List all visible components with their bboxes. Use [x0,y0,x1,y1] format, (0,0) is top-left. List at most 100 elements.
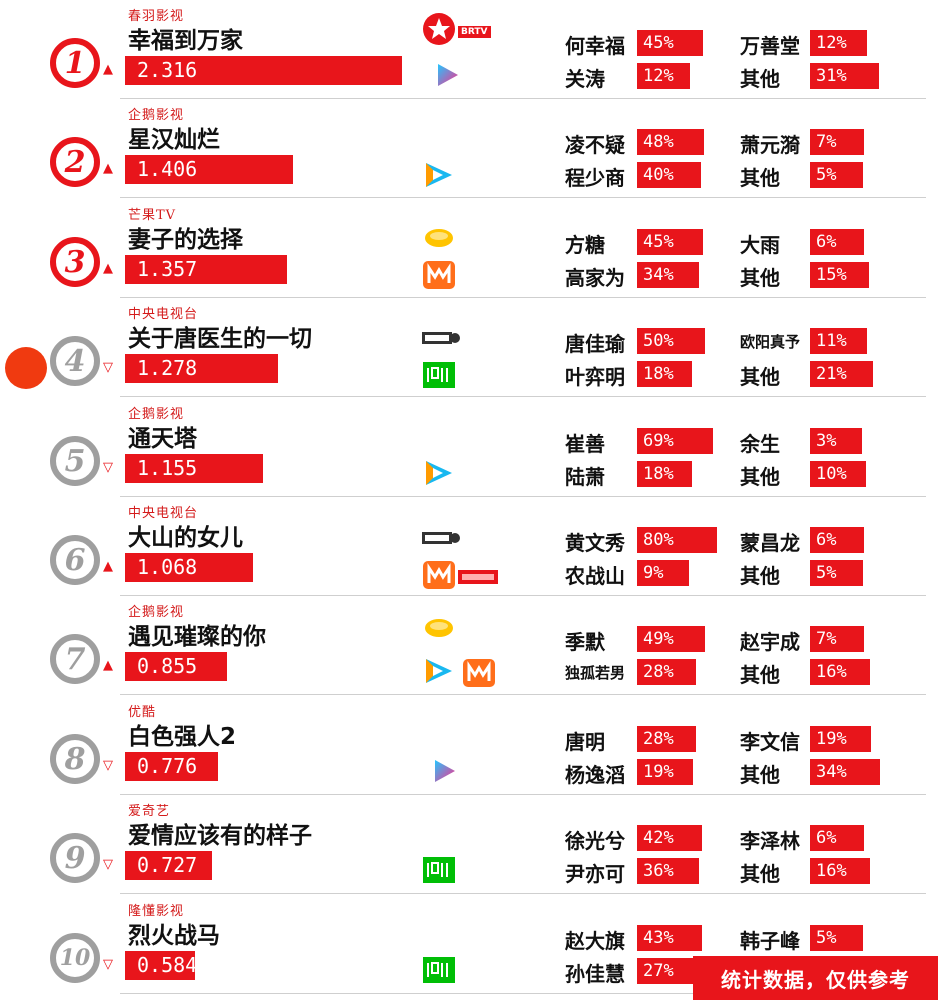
cast-name: 其他 [740,862,780,886]
ranking-row[interactable]: 爱奇艺 爱情应该有的样子 9 ▽ 0.727 徐光兮 42% 李泽林 6% 尹亦可 36% 其他 16% [0,795,938,894]
hunan-tv-logo [422,614,456,644]
cast-share-bar: 36% [637,858,699,884]
ranking-row[interactable]: 中央电视台 大山的女儿 6 ▲ 1.068 黄文秀 80% 蒙昌龙 6% 农战山 9% 其他 5% [0,497,938,596]
rank-badge: 4 [50,336,100,386]
row-divider [120,794,926,795]
cast-name: 其他 [740,365,780,389]
ranking-row[interactable]: 春羽影视 幸福到万家 1 ▲ 2.316 何幸福 45% 万善堂 12% 关涛 12% 其他 31% [0,0,938,99]
ranking-row[interactable]: 优酷 白色强人2 8 ▽ 0.776 唐明 28% 李文信 19% 杨逸滔 19% 其他 34% [0,696,938,795]
rating-bar: 1.406 [125,155,293,184]
cast-share-bar: 11% [810,328,867,354]
drama-title: 幸福到万家 [128,28,243,54]
cast-share-bar: 16% [810,858,870,884]
rating-bar: 0.584 [125,951,198,980]
mango-tv-logo [422,560,456,590]
rating-bar: 1.357 [125,255,287,284]
rank-badge: 5 [50,436,100,486]
cast-share-bar: 6% [810,229,864,255]
iqiyi-logo [422,955,456,985]
studio-label: 爱奇艺 [128,804,171,819]
rank-badge: 9 [50,833,100,883]
ranking-row[interactable]: 中央电视台 关于唐医生的一切 4 ▽ 1.278 唐佳瑜 50% 欧阳真予 11% 叶弈明 18% 其… [0,298,938,397]
cast-name: 高家为 [565,266,625,290]
ranking-row[interactable]: 企鹅影视 星汉灿烂 2 ▲ 1.406 凌不疑 48% 萧元漪 7% 程少商 40% 其他 5% [0,99,938,198]
row-divider [120,595,926,596]
cast-share-bar: 69% [637,428,713,454]
cast-name: 黄文秀 [565,531,625,555]
iqiyi-logo [422,360,456,390]
cast-name: 其他 [740,465,780,489]
rating-value: 1.278 [137,356,198,380]
row-divider [120,993,926,994]
footer-note: 统计数据，仅供参考 [693,956,938,1000]
rank-badge: 8 [50,734,100,784]
mango-tv-logo [462,658,496,688]
cast-name: 赵大旗 [565,929,625,953]
cast-name: 尹亦可 [565,862,625,886]
cast-name: 李泽林 [740,829,800,853]
cast-name: 大雨 [740,233,780,257]
ranking-row[interactable]: 芒果TV 妻子的选择 3 ▲ 1.357 方糖 45% 大雨 6% 高家为 34% 其他 15% [0,199,938,298]
trend-down-icon: ▽ [103,857,113,872]
studio-label: 中央电视台 [128,307,199,322]
cast-share-bar: 31% [810,63,879,89]
rating-bar: 0.776 [125,752,218,781]
cast-share-bar: 12% [637,63,690,89]
tencent-video-logo [422,458,456,488]
row-divider [120,893,926,894]
cast-share-bar: 28% [637,659,696,685]
rating-bar: 0.855 [125,652,227,681]
cast-share-bar: 48% [637,129,704,155]
rating-value: 2.316 [137,58,198,82]
cast-share-bar: 5% [810,162,863,188]
cast-share-bar: 43% [637,925,702,951]
row-divider [120,98,926,99]
cast-name: 余生 [740,432,780,456]
cast-name: 徐光兮 [565,829,625,853]
cast-share-bar: 19% [810,726,871,752]
cast-share-bar: 50% [637,328,705,354]
rating-value: 0.584 [137,953,198,977]
cast-name: 其他 [740,564,780,588]
ranking-row[interactable]: 企鹅影视 通天塔 5 ▽ 1.155 崔善 69% 余生 3% 陆萧 18% 其他 10% [0,398,938,497]
cast-share-bar: 45% [637,229,703,255]
ranking-row[interactable]: 企鹅影视 遇见璀璨的你 7 ▲ 0.855 季默 49% 赵宇成 7% 独孤若男 28% 其他 16% [0,596,938,695]
cast-share-bar: 34% [810,759,880,785]
rating-bar: 1.278 [125,354,278,383]
trend-down-icon: ▽ [103,758,113,773]
hunan-tv-logo [422,224,456,254]
drama-title: 遇见璀璨的你 [128,624,266,650]
cctv8-logo [422,328,460,358]
cast-share-bar: 7% [810,129,864,155]
rating-value: 0.727 [137,853,198,877]
cast-name: 其他 [740,166,780,190]
cast-name: 其他 [740,763,780,787]
cast-name: 唐佳瑜 [565,332,625,356]
cast-name: 程少商 [565,166,625,190]
cast-name: 孙佳慧 [565,962,625,986]
trend-up-icon: ▲ [103,62,113,77]
trend-up-icon: ▲ [103,559,113,574]
studio-label: 中央电视台 [128,506,199,521]
cast-share-bar: 21% [810,361,873,387]
rank-badge: 7 [50,634,100,684]
studio-label: 企鹅影视 [128,605,185,620]
cast-share-bar: 10% [810,461,866,487]
cast-name: 万善堂 [740,34,800,58]
trend-down-icon: ▽ [103,360,113,375]
cast-name: 唐明 [565,730,605,754]
cast-share-bar: 5% [810,560,863,586]
cctv-logo [458,568,498,598]
cast-name: 李文信 [740,730,800,754]
cast-name: 农战山 [565,564,625,588]
cast-share-bar: 28% [637,726,696,752]
cast-name: 独孤若男 [565,664,626,682]
youku-logo [430,60,464,90]
row-divider [120,496,926,497]
cast-share-bar: 27% [637,958,696,984]
row-divider [120,694,926,695]
rating-value: 1.068 [137,555,198,579]
cast-name: 关涛 [565,67,605,91]
cast-share-bar: 34% [637,262,699,288]
cast-name: 蒙昌龙 [740,531,800,555]
